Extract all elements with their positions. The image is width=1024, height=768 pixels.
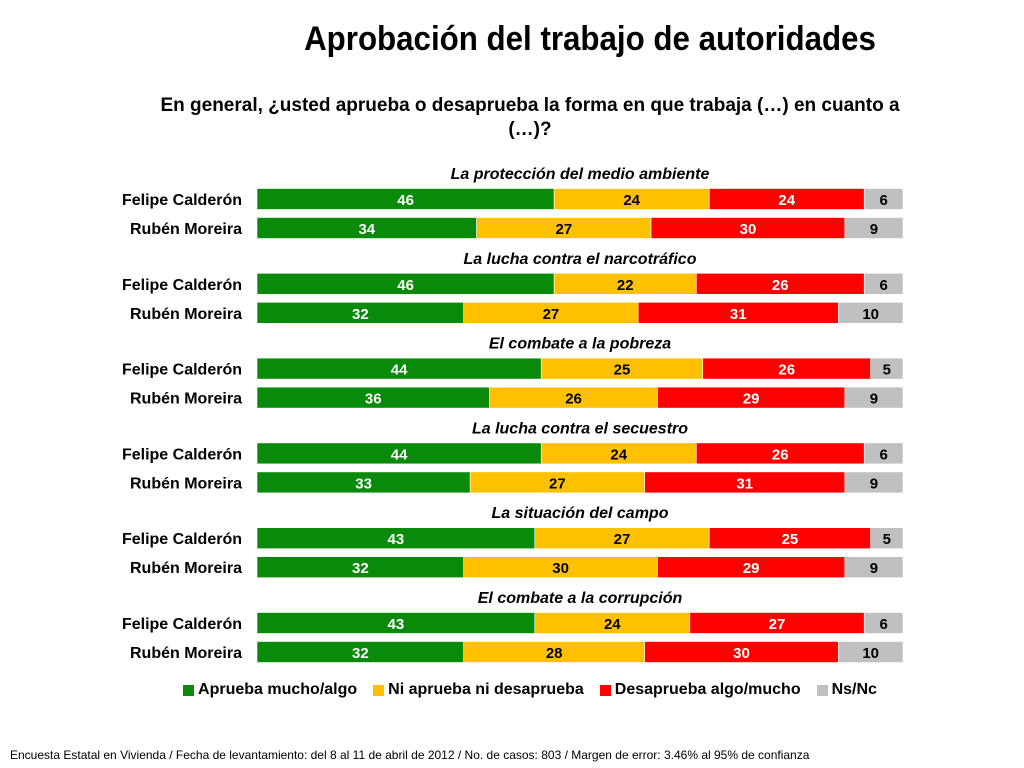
data-label: 9 bbox=[870, 475, 878, 492]
bar-segment bbox=[863, 612, 904, 634]
data-label: 26 bbox=[772, 277, 789, 294]
data-label: 27 bbox=[543, 306, 560, 323]
data-label: 5 bbox=[883, 362, 891, 379]
chart-subtitle: En general, ¿usted aprueba o desaprueba … bbox=[160, 95, 900, 140]
group-title: La lucha contra el narcotráfico bbox=[464, 251, 697, 268]
data-label: 44 bbox=[391, 446, 408, 463]
data-label: 33 bbox=[355, 475, 372, 492]
data-label: 25 bbox=[614, 362, 631, 379]
group-title: El combate a la pobreza bbox=[489, 336, 671, 353]
legend-swatch-ni-aprueba bbox=[373, 684, 385, 696]
footnote: Encuesta Estatal en Vivienda / Fecha de … bbox=[10, 748, 810, 762]
data-label: 46 bbox=[397, 192, 414, 209]
data-label: 27 bbox=[769, 616, 786, 633]
data-label: 5 bbox=[883, 531, 891, 548]
legend-label-aprueba: Aprueba mucho/algo bbox=[198, 681, 358, 698]
data-label: 30 bbox=[740, 221, 757, 238]
data-label: 6 bbox=[879, 616, 887, 633]
data-label: 36 bbox=[365, 391, 382, 408]
data-label: 10 bbox=[862, 306, 879, 323]
data-label: 10 bbox=[862, 645, 879, 662]
data-label: 9 bbox=[870, 391, 878, 408]
data-label: 22 bbox=[617, 277, 634, 294]
data-label: 27 bbox=[549, 475, 566, 492]
data-label: 6 bbox=[879, 446, 887, 463]
row-label: Rubén Moreira bbox=[130, 475, 242, 492]
data-label: 43 bbox=[388, 531, 405, 548]
legend-label-ni-aprueba: Ni aprueba ni desaprueba bbox=[388, 681, 584, 698]
data-label: 32 bbox=[352, 306, 369, 323]
bar-segment bbox=[844, 386, 904, 409]
data-label: 26 bbox=[565, 391, 582, 408]
data-label: 30 bbox=[552, 560, 569, 577]
data-label: 44 bbox=[391, 362, 408, 379]
data-label: 32 bbox=[352, 560, 369, 577]
bar-segment bbox=[844, 471, 904, 494]
bar-segment bbox=[863, 188, 904, 210]
data-label: 24 bbox=[623, 192, 640, 209]
data-label: 24 bbox=[604, 616, 621, 633]
data-label: 29 bbox=[743, 560, 760, 577]
bar-segment bbox=[870, 527, 904, 550]
legend-label-desaprueba: Desaprueba algo/mucho bbox=[614, 681, 801, 698]
row-label: Felipe Calderón bbox=[122, 192, 242, 209]
row-label: Felipe Calderón bbox=[122, 362, 242, 379]
row-label: Felipe Calderón bbox=[122, 277, 242, 294]
data-label: 43 bbox=[388, 616, 405, 633]
data-label: 31 bbox=[730, 306, 747, 323]
legend-swatch-ns-nc bbox=[816, 684, 828, 696]
data-label: 6 bbox=[879, 277, 887, 294]
data-label: 9 bbox=[870, 560, 878, 577]
data-label: 34 bbox=[358, 221, 375, 238]
row-label: Felipe Calderón bbox=[122, 531, 242, 548]
legend-item-desaprueba: Desaprueba algo/mucho bbox=[599, 681, 801, 699]
bar-segment bbox=[870, 357, 904, 380]
legend-label-ns-nc: Ns/Nc bbox=[831, 681, 877, 698]
row-label: Felipe Calderón bbox=[122, 446, 242, 463]
row-label: Rubén Moreira bbox=[130, 560, 242, 577]
data-label: 28 bbox=[546, 645, 563, 662]
bar-segment bbox=[863, 442, 904, 465]
data-label: 9 bbox=[870, 221, 878, 238]
stacked-bar-chart: La protección del medio ambiente Felipe C… bbox=[122, 166, 904, 663]
data-label: 24 bbox=[610, 446, 627, 463]
group-title: El combate a la corrupción bbox=[478, 590, 683, 607]
data-label: 46 bbox=[397, 277, 414, 294]
data-label: 26 bbox=[778, 362, 795, 379]
bar-segment bbox=[838, 301, 904, 324]
data-label: 30 bbox=[733, 645, 750, 662]
row-label: Rubén Moreira bbox=[130, 221, 242, 238]
legend-item-ni-aprueba: Ni aprueba ni desaprueba bbox=[373, 681, 584, 699]
row-label: Felipe Calderón bbox=[122, 616, 242, 633]
row-label: Rubén Moreira bbox=[130, 645, 242, 662]
bar-segment bbox=[863, 272, 904, 295]
chart-title: Aprobación del trabajo de autoridades bbox=[304, 20, 876, 58]
data-label: 24 bbox=[778, 192, 795, 209]
legend-swatch-desaprueba bbox=[599, 684, 611, 696]
data-label: 31 bbox=[736, 475, 753, 492]
data-label: 6 bbox=[879, 192, 887, 209]
row-label: Rubén Moreira bbox=[130, 391, 242, 408]
legend-item-ns-nc: Ns/Nc bbox=[816, 681, 877, 699]
legend-swatch-aprueba bbox=[183, 684, 195, 696]
bar-segment bbox=[844, 217, 904, 239]
data-label: 27 bbox=[556, 221, 573, 238]
group-title: La situación del campo bbox=[492, 505, 669, 522]
data-label: 27 bbox=[614, 531, 631, 548]
group-title: La lucha contra el secuestro bbox=[472, 420, 688, 437]
group-title: La protección del medio ambiente bbox=[451, 166, 710, 183]
row-label: Rubén Moreira bbox=[130, 306, 242, 323]
data-label: 26 bbox=[772, 446, 789, 463]
legend-item-aprueba: Aprueba mucho/algo bbox=[183, 681, 357, 699]
legend: Aprueba mucho/algo Ni aprueba ni desapru… bbox=[140, 681, 920, 699]
data-label: 29 bbox=[743, 391, 760, 408]
data-label: 32 bbox=[352, 645, 369, 662]
data-label: 25 bbox=[782, 531, 799, 548]
bar-segment bbox=[838, 641, 904, 663]
bar-segment bbox=[844, 556, 904, 579]
